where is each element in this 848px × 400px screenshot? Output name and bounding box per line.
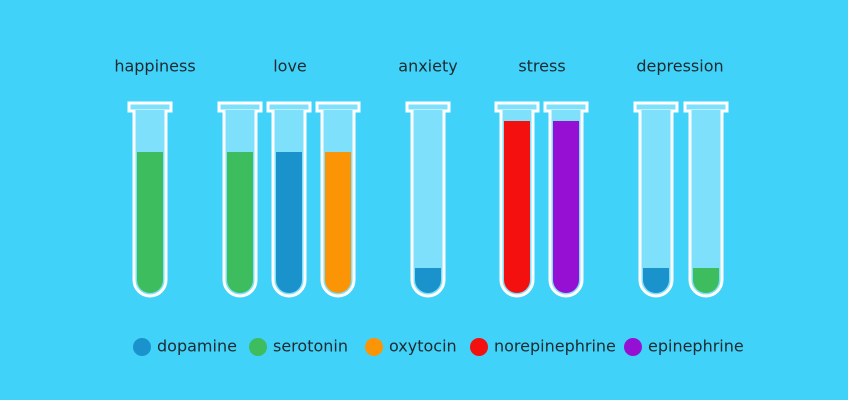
liquid [227, 152, 253, 293]
liquid [325, 152, 351, 293]
liquid [276, 152, 302, 293]
group-label: stress [518, 57, 565, 76]
tube-lip [217, 101, 263, 113]
tube-lip [494, 101, 540, 113]
legend-label: oxytocin [389, 337, 457, 356]
tube-lip [266, 101, 312, 113]
liquid [504, 121, 530, 293]
tube [638, 110, 674, 298]
liquid [693, 268, 719, 293]
legend-swatch [470, 338, 488, 356]
tube [410, 110, 446, 298]
group-label: happiness [114, 57, 195, 76]
legend-swatch [249, 338, 267, 356]
legend-label: dopamine [157, 337, 237, 356]
tube-lip [405, 101, 451, 113]
group-label: anxiety [398, 57, 457, 76]
tube-lip [633, 101, 679, 113]
legend-swatch [365, 338, 383, 356]
liquid [553, 121, 579, 293]
legend-label: norepinephrine [494, 337, 616, 356]
legend-swatch [133, 338, 151, 356]
legend-swatch [624, 338, 642, 356]
legend-label: serotonin [273, 337, 348, 356]
tube-lip [543, 101, 589, 113]
tube-lip [683, 101, 729, 113]
group-label: love [273, 57, 307, 76]
group-label: depression [636, 57, 723, 76]
tube-lip [315, 101, 361, 113]
liquid [415, 268, 441, 293]
legend-label: epinephrine [648, 337, 744, 356]
liquid [643, 268, 669, 293]
tube [688, 110, 724, 298]
tube-lip [127, 101, 173, 113]
liquid [137, 152, 163, 293]
